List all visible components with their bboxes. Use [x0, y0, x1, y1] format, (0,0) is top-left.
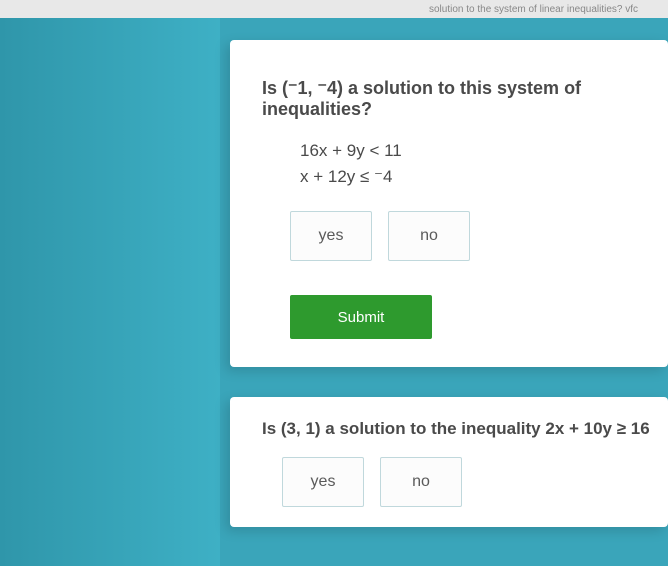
- yes-button[interactable]: yes: [290, 211, 372, 261]
- no-button[interactable]: no: [388, 211, 470, 261]
- question-card-2: Is (3, 1) a solution to the inequality 2…: [230, 397, 668, 527]
- question-1-prompt: Is (⁻1, ⁻4) a solution to this system of…: [262, 78, 658, 120]
- no-button-2[interactable]: no: [380, 457, 462, 507]
- yes-label-2: yes: [311, 473, 336, 491]
- answer-row-1: yes no: [290, 211, 658, 261]
- left-background-strip: [0, 18, 220, 566]
- inequality-system: 16x + 9y < 11 x + 12y ≤ ⁻4: [300, 138, 658, 189]
- submit-row: Submit: [290, 295, 658, 339]
- no-label-2: no: [412, 473, 430, 491]
- yes-button-2[interactable]: yes: [282, 457, 364, 507]
- top-breadcrumb-bar: solution to the system of linear inequal…: [0, 0, 668, 18]
- inequality-1: 16x + 9y < 11: [300, 138, 658, 164]
- yes-label: yes: [319, 227, 344, 245]
- inequality-2: x + 12y ≤ ⁻4: [300, 164, 658, 190]
- breadcrumb-text: solution to the system of linear inequal…: [429, 4, 638, 15]
- no-label: no: [420, 227, 438, 245]
- submit-label: Submit: [338, 309, 385, 326]
- submit-button[interactable]: Submit: [290, 295, 432, 339]
- question-2-prompt: Is (3, 1) a solution to the inequality 2…: [262, 419, 658, 439]
- answer-row-2: yes no: [282, 457, 658, 507]
- question-card-1: Is (⁻1, ⁻4) a solution to this system of…: [230, 40, 668, 367]
- content-area: Is (⁻1, ⁻4) a solution to this system of…: [230, 40, 668, 566]
